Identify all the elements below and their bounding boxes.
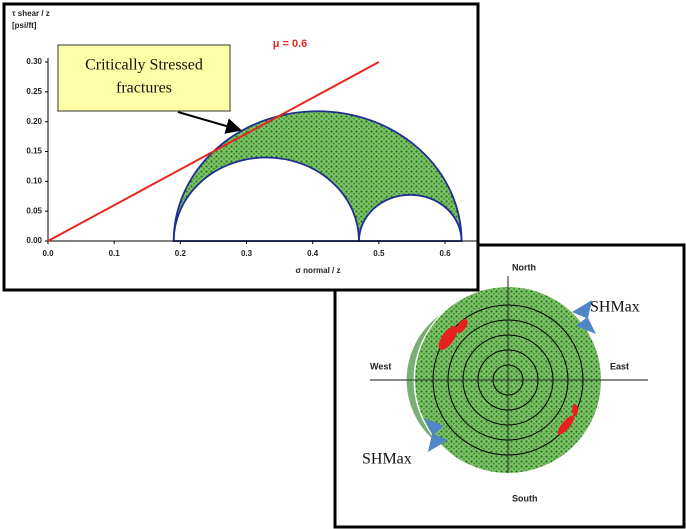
y-tick-label: 0.25 [26, 87, 42, 96]
x-tick-label: 0.3 [241, 249, 253, 258]
callout-text: fractures [116, 80, 172, 97]
y-axis-label: τ shear / z [12, 9, 50, 18]
y-tick-label: 0.10 [26, 176, 42, 185]
x-tick-label: 0.1 [109, 249, 121, 258]
x-tick-label: 0.0 [42, 249, 54, 258]
mohr-diagram: 0.0 0.1 0.2 0.3 0.4 0.5 0.6 0.00 0.05 0.10 0.15 0.2… [12, 9, 479, 275]
friction-line [47, 61, 380, 242]
y-tick-label: 0.30 [26, 57, 42, 66]
x-axis-label: σ normal / z [295, 266, 340, 275]
direction-label: South [512, 493, 538, 503]
callout-box [57, 44, 231, 112]
direction-label: West [370, 361, 391, 371]
x-tick-label: 0.2 [175, 249, 187, 258]
red-cluster [438, 319, 578, 435]
direction-label: East [610, 361, 629, 371]
labels: North South West East SHMax SHMax [362, 262, 640, 503]
stress-label: SHMax [590, 299, 640, 316]
stress-label: SHMax [362, 451, 412, 468]
mohr-circle [358, 193, 463, 242]
x-tick-label: 0.4 [307, 249, 319, 258]
y-tick-label: 0.00 [26, 236, 42, 245]
direction-label: North [512, 262, 536, 272]
x-tick-label: 0.5 [373, 249, 385, 258]
annotation: μ = 0.6 [273, 38, 308, 50]
dense-region [406, 315, 440, 445]
callout-arrow [177, 111, 242, 134]
y-tick-label: 0.15 [26, 147, 42, 156]
stereonet-panel [333, 243, 686, 529]
x-tick-label: 0.6 [439, 249, 451, 258]
y-axis-label: [psi/ft] [12, 21, 37, 30]
shmax-arrow [572, 300, 596, 334]
shmax-arrow [424, 418, 448, 452]
y-tick-label: 0.05 [26, 206, 42, 215]
mohr-circle [172, 156, 360, 242]
callout-text: Critically Stressed [85, 57, 203, 74]
y-tick-label: 0.20 [26, 117, 42, 126]
